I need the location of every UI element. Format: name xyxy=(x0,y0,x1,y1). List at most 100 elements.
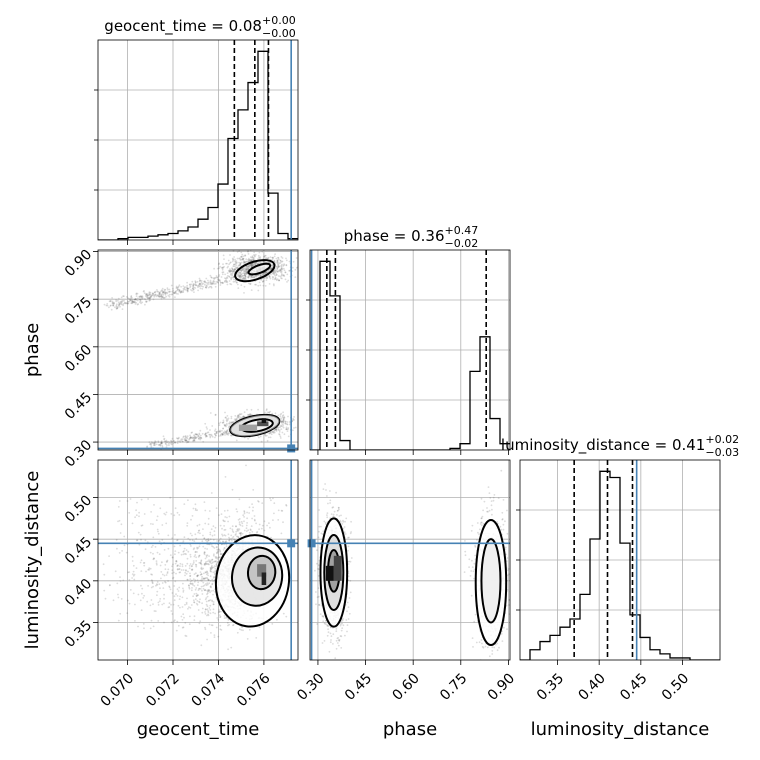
sample-point xyxy=(207,579,210,581)
sample-point xyxy=(264,411,266,414)
sample-point xyxy=(212,608,215,611)
sample-point xyxy=(164,291,167,294)
sample-point xyxy=(237,275,240,278)
sample-point xyxy=(241,258,244,261)
sample-point xyxy=(199,571,202,573)
sample-point xyxy=(245,273,248,275)
sample-point xyxy=(199,279,202,282)
sample-point xyxy=(223,547,226,550)
sample-point xyxy=(216,276,219,279)
sample-point xyxy=(285,615,288,618)
sample-point xyxy=(282,265,284,267)
sample-point xyxy=(246,260,249,263)
sample-point xyxy=(194,280,197,283)
sample-point xyxy=(252,257,255,260)
sample-point xyxy=(221,534,224,537)
sample-point xyxy=(224,411,226,414)
sample-point xyxy=(350,531,352,533)
sample-point xyxy=(171,613,174,615)
sample-point xyxy=(190,604,193,606)
sample-point xyxy=(259,284,262,287)
sample-point xyxy=(185,572,188,575)
sample-point xyxy=(167,291,170,293)
sample-point xyxy=(276,259,279,262)
sample-point xyxy=(277,264,280,266)
sample-point xyxy=(238,413,241,416)
sample-point xyxy=(177,293,179,295)
sample-point xyxy=(239,275,242,277)
sample-point xyxy=(136,299,139,302)
sample-point xyxy=(177,288,179,291)
sample-point xyxy=(251,264,254,267)
sample-point xyxy=(103,303,106,306)
sample-point xyxy=(187,440,190,443)
sample-point xyxy=(153,442,156,445)
sample-point xyxy=(206,577,209,580)
sample-point xyxy=(282,426,285,429)
sample-point xyxy=(208,433,211,436)
sample-point xyxy=(246,522,249,524)
sample-point xyxy=(145,293,148,295)
sample-point xyxy=(221,433,224,436)
sample-point xyxy=(337,637,340,639)
sample-point xyxy=(102,563,105,566)
sample-point xyxy=(213,267,216,270)
sample-point xyxy=(275,274,278,276)
sample-point xyxy=(155,295,158,298)
sample-point xyxy=(156,290,159,293)
sample-point xyxy=(231,421,234,423)
sample-point xyxy=(211,425,214,427)
sample-point xyxy=(149,299,152,302)
sample-point xyxy=(209,533,212,536)
sample-point xyxy=(120,523,123,526)
sample-point xyxy=(237,415,240,417)
sample-point xyxy=(286,273,289,276)
sample-point xyxy=(192,284,195,287)
sample-point xyxy=(200,279,203,282)
sample-point xyxy=(252,506,255,509)
sample-point xyxy=(253,254,255,256)
sample-point xyxy=(214,526,217,529)
sample-point xyxy=(185,603,188,605)
sample-point xyxy=(180,569,183,571)
sample-point xyxy=(123,544,126,547)
sample-point xyxy=(322,615,325,617)
sample-point xyxy=(140,296,143,298)
sample-point xyxy=(187,499,189,502)
sample-point xyxy=(235,525,237,528)
sample-point xyxy=(208,589,211,591)
sample-point xyxy=(147,585,150,587)
sample-point xyxy=(166,287,169,290)
sample-point xyxy=(183,547,186,550)
sample-point xyxy=(221,271,224,274)
sample-point xyxy=(144,548,147,551)
sample-point xyxy=(218,514,220,516)
sample-point xyxy=(195,595,198,598)
sample-point xyxy=(240,274,243,276)
sample-point xyxy=(198,432,201,435)
sample-point xyxy=(194,598,197,601)
sample-point xyxy=(216,558,219,560)
sample-point xyxy=(111,301,114,304)
sample-point xyxy=(206,608,209,611)
sample-point xyxy=(232,624,234,627)
sample-point xyxy=(150,295,153,298)
sample-point xyxy=(250,408,253,411)
sample-point xyxy=(225,262,227,265)
sample-point xyxy=(225,279,227,282)
sample-point xyxy=(274,271,276,274)
sample-point xyxy=(213,553,215,556)
sample-point xyxy=(156,583,158,585)
sample-point xyxy=(160,297,163,300)
sample-point xyxy=(332,515,335,518)
sample-point xyxy=(276,278,279,280)
sample-point xyxy=(150,579,153,582)
sample-point xyxy=(196,594,199,596)
sample-point xyxy=(162,435,165,438)
sample-point xyxy=(243,278,246,281)
sample-point xyxy=(174,580,177,583)
sample-point xyxy=(238,521,241,524)
sample-point xyxy=(201,432,204,435)
sample-point xyxy=(192,285,195,288)
sample-point xyxy=(140,295,143,297)
